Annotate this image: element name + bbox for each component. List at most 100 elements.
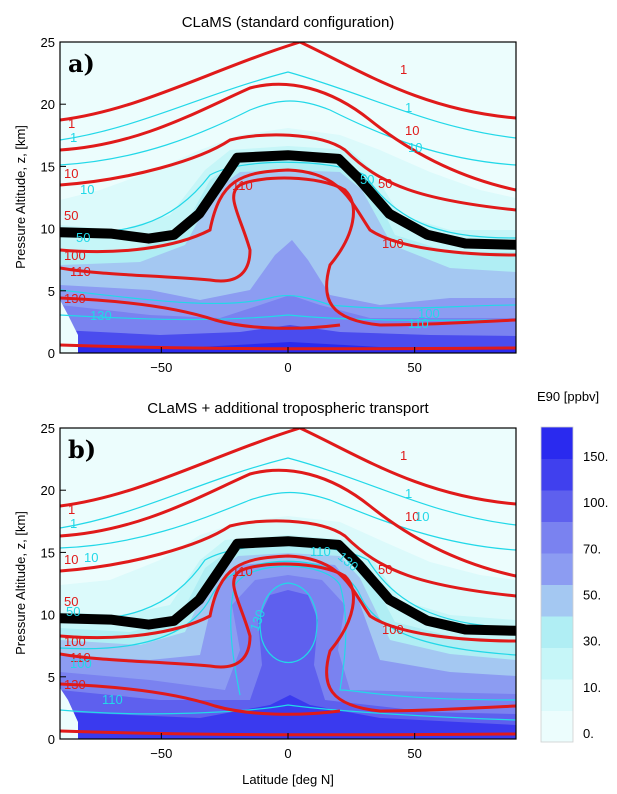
colorbar-segment	[541, 553, 573, 585]
panel-b-title: CLaMS + additional tropospheric transpor…	[147, 400, 429, 417]
colorbar-segment	[541, 458, 573, 491]
colorbar: E90 [ppbv] 150. 100. 70. 50. 30. 10. 0.	[537, 389, 608, 743]
panel-a-label-red: 10	[405, 123, 419, 138]
panel-b-fill-150	[60, 695, 516, 739]
panel-b-label-cyan: 110	[102, 692, 123, 707]
panel-b-x-tick-label: 0	[284, 746, 291, 761]
panel-a-label-red: 100	[64, 248, 86, 263]
panel-b-label-cyan: 1	[405, 486, 412, 501]
panel-a-label-red: 100	[382, 236, 404, 251]
panel-b-letter: b)	[68, 435, 96, 464]
panel-a-label-red: 50	[378, 176, 392, 191]
colorbar-tick-label: 70.	[583, 541, 601, 556]
panel-b-label-red: 110	[232, 564, 253, 579]
panel-a-label-cyan: 10	[408, 140, 422, 155]
panel-b-label-cyan: 10	[84, 550, 98, 565]
panel-a-label-red: 1	[68, 116, 75, 131]
panel-b-label-cyan: 130	[247, 608, 269, 634]
panel-b-y-tick-label: 15	[41, 545, 55, 560]
panel-a-y-tick-label: 25	[41, 35, 55, 50]
panel-b-label-cyan: 100	[70, 656, 92, 671]
panel-b-ylabel: Pressure Altitude, z, [km]	[13, 511, 28, 655]
panel-a-red-contours	[60, 42, 516, 351]
panel-a-y-tick-label: 5	[48, 284, 55, 299]
panel-b-label-red: 110	[70, 650, 91, 665]
colorbar-segment	[541, 521, 573, 554]
panel-a-label-cyan: 100	[418, 306, 440, 321]
panel-a-y-tick-label: 0	[48, 346, 55, 361]
colorbar-segment	[541, 427, 573, 459]
panel-b-label-red: 130	[64, 677, 86, 692]
colorbar-segment	[541, 710, 573, 743]
panel-a-cyan-contours	[60, 71, 516, 321]
panel-b-label-red: 1	[68, 502, 75, 517]
colorbar-tick-label: 10.	[583, 680, 601, 695]
panel-a-title: CLaMS (standard configuration)	[182, 14, 395, 31]
panel-a-label-cyan: 130	[90, 308, 112, 323]
panel-b-label-red: 50	[378, 562, 392, 577]
panel-b-red-contours	[60, 428, 516, 737]
panel-a-axes: −50 0 50 0 5 10 15 20 25	[41, 35, 422, 375]
panel-b-label-red: 100	[64, 634, 86, 649]
colorbar-tick-labels: 150. 100. 70. 50. 30. 10. 0.	[583, 449, 608, 741]
panel-a-label-red: 10	[64, 166, 78, 181]
panel-b-surface-patch	[60, 688, 78, 739]
panel-b-fill-130	[60, 590, 516, 739]
panel-b-label-red: 50	[64, 594, 78, 609]
colorbar-segment	[541, 584, 573, 617]
panel-a-label-cyan: 1	[405, 100, 412, 115]
panel-a-y-tick-label: 15	[41, 159, 55, 174]
panel-b-tropopause-line	[59, 536, 517, 636]
colorbar-segment	[541, 647, 573, 680]
panel-b-label-cyan: 10	[415, 509, 429, 524]
panel-a-label-cyan: 50	[360, 172, 374, 187]
panel-b-label-red: 10	[405, 509, 419, 524]
panel-b-label-cyan: 50	[66, 604, 80, 619]
colorbar-segment	[541, 679, 573, 711]
panel-a-label-red: 110	[70, 264, 91, 279]
colorbar-tick-label: 0.	[583, 726, 594, 741]
panel-a-letter: a)	[68, 49, 95, 78]
panel-a-label-red: 130	[64, 291, 86, 306]
panel-b-y-tick-label: 25	[41, 421, 55, 436]
panel-a-ylabel: Pressure Altitude, z, [km]	[13, 125, 28, 269]
panel-a-tropopause-line	[59, 150, 517, 250]
panel-a-label-red: 1	[400, 62, 407, 77]
panel-b-field	[60, 428, 516, 739]
panel-b-label-red: 100	[382, 622, 404, 637]
panel-b-cyan-contours	[60, 457, 516, 721]
panel-b-y-tick-label: 10	[41, 608, 55, 623]
panel-b-x-tick-label: 50	[407, 746, 421, 761]
colorbar-tick-label: 50.	[583, 588, 601, 603]
panel-a-y-tick-label: 10	[41, 222, 55, 237]
colorbar-label: E90 [ppbv]	[537, 389, 599, 404]
panel-a-label-cyan: 1	[70, 130, 77, 145]
panel-b-y-tick-label: 5	[48, 670, 55, 685]
panel-a-label-red: 50	[64, 208, 78, 223]
panel-a-x-tick-label: 0	[284, 360, 291, 375]
panel-b-label-red: 10	[64, 552, 78, 567]
panel-a-surface-patch	[60, 300, 78, 353]
panel-b-label-red: 1	[400, 448, 407, 463]
colorbar-tick-label: 30.	[583, 634, 601, 649]
colorbar-segment	[541, 616, 573, 648]
panel-a-y-tick-label: 20	[41, 97, 55, 112]
panel-b-label-cyan: 110	[310, 544, 331, 559]
colorbar-tick-label: 100.	[583, 495, 608, 510]
colorbar-segment	[541, 490, 573, 522]
panel-a-field	[60, 42, 516, 353]
colorbar-segments	[541, 427, 573, 743]
panel-a-label-cyan: 110	[408, 316, 429, 331]
panel-b-xlabel: Latitude [deg N]	[242, 772, 334, 787]
panel-a-x-tick-label: 50	[407, 360, 421, 375]
panel-b: CLaMS + additional tropospheric transpor…	[13, 400, 517, 787]
panel-b-y-tick-label: 0	[48, 732, 55, 747]
panel-a-fill-130	[60, 325, 516, 353]
panel-b-x-tick-label: −50	[150, 746, 172, 761]
panel-a: CLaMS (standard configuration)	[13, 14, 517, 375]
panel-a-label-red: 110	[232, 178, 253, 193]
panel-b-axes: −50 0 50 0 5 10 15 20 25	[41, 421, 422, 761]
panel-a-label-cyan: 50	[76, 230, 90, 245]
panel-a-label-cyan: 10	[80, 182, 94, 197]
